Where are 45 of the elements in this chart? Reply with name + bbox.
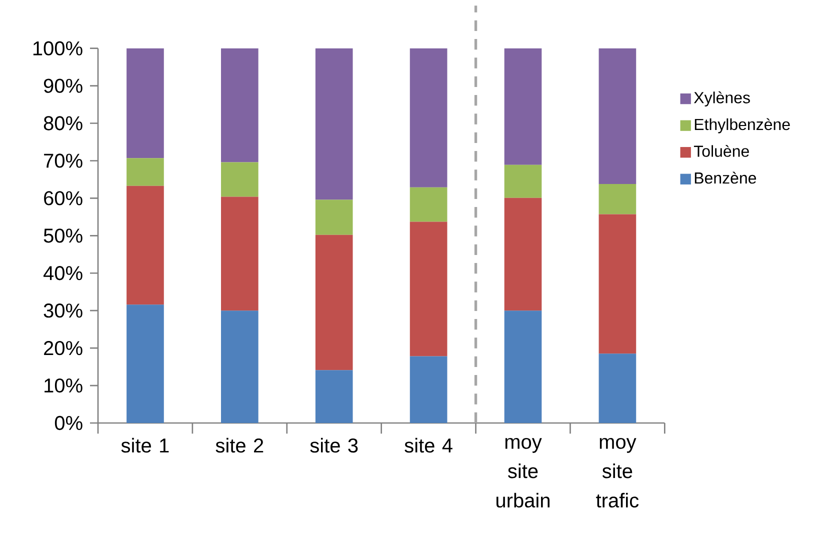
y-tick-label: 90% <box>44 78 82 93</box>
bar <box>504 164 542 198</box>
y-tick-label: 60% <box>44 191 82 206</box>
bar <box>315 48 353 200</box>
y-tick-label: 80% <box>44 116 82 130</box>
x-tick-label: site 3 <box>310 438 358 453</box>
bar <box>315 370 353 423</box>
bar <box>126 48 164 158</box>
bar <box>410 187 448 222</box>
bar <box>410 356 448 423</box>
y-tick-label: 40% <box>44 266 82 280</box>
x-tick-label: site 4 <box>404 438 452 453</box>
bar <box>598 214 636 354</box>
bar <box>598 354 636 423</box>
bar <box>221 48 258 162</box>
legend-label: Ethylbenzène <box>694 118 790 134</box>
y-tick-label: 100% <box>33 41 82 56</box>
bar <box>410 222 448 356</box>
y-tick-label: 50% <box>44 228 82 243</box>
x-tick-label: moy site urbain <box>496 438 550 508</box>
y-tick-label: 30% <box>44 304 82 318</box>
x-tick-label: site 1 <box>121 438 169 453</box>
bar <box>410 48 448 188</box>
bar <box>598 48 636 184</box>
bar <box>221 162 258 197</box>
bar <box>504 198 542 311</box>
legend-label: Benzène <box>694 172 756 184</box>
bar <box>221 310 258 423</box>
bar <box>126 186 164 305</box>
bar <box>504 310 542 423</box>
bar <box>315 234 353 370</box>
x-tick-label: site 2 <box>216 438 264 453</box>
bar <box>221 196 258 311</box>
legend-label: Toluène <box>694 144 749 157</box>
y-tick-label: 20% <box>44 340 82 356</box>
x-tick-label: moy site trafic <box>596 438 639 508</box>
y-tick-label: 70% <box>44 154 82 168</box>
bar <box>598 184 636 214</box>
y-tick-label: 10% <box>44 378 82 393</box>
bar <box>504 48 542 165</box>
bar <box>126 158 164 186</box>
y-tick-label: 0% <box>54 416 82 430</box>
bar <box>315 200 353 235</box>
legend-label: Xylènes <box>694 91 750 107</box>
bar <box>126 304 164 423</box>
